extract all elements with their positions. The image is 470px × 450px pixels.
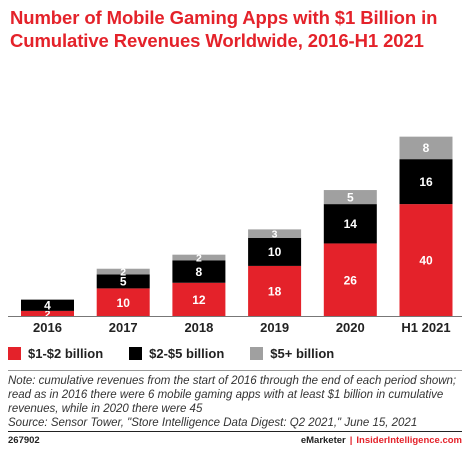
legend-label-2-5-billion: $2-$5 billion bbox=[149, 345, 225, 361]
bar-2017-1-2-billion bbox=[96, 288, 150, 317]
bar-h1-2021-2-5-billion bbox=[399, 159, 453, 205]
x-tick-2018: 2018 bbox=[184, 320, 213, 335]
note-divider bbox=[8, 370, 462, 371]
bar-2020-5-billion bbox=[323, 190, 377, 205]
bar-2018-1-2-billion bbox=[172, 282, 226, 317]
data-label-2020-1-2-billion: 26 bbox=[344, 273, 358, 287]
note-text: Note: cumulative revenues from the start… bbox=[8, 375, 457, 415]
data-label-2019-2-5-billion: 10 bbox=[268, 245, 282, 259]
legend-label-5-plus-billion: $5+ billion bbox=[270, 345, 335, 361]
legend-label-1-2-billion: $1-$2 billion bbox=[28, 345, 104, 361]
bar-2018-5-billion bbox=[172, 254, 226, 261]
stacked-bar-chart: 2420161052201712822018181032019261452020… bbox=[8, 136, 462, 335]
data-label-2016-1-2-billion: 2 bbox=[45, 308, 51, 320]
bar-2019-5-billion bbox=[248, 229, 302, 238]
x-tick-2019: 2019 bbox=[260, 320, 289, 335]
chart-legend: $1-$2 billion $2-$5 billion $5+ billion bbox=[8, 343, 360, 363]
bar-2016-1-2-billion bbox=[21, 310, 74, 317]
footer-brand: eMarketer | InsiderIntelligence.com bbox=[301, 435, 462, 446]
bar-2017-5-billion bbox=[96, 268, 150, 275]
data-label-h1-2021-5-billion: 8 bbox=[423, 141, 430, 155]
bar-h1-2021-1-2-billion bbox=[399, 204, 453, 317]
brand-name: eMarketer bbox=[300, 435, 346, 446]
bar-2016-2-5-billion bbox=[21, 299, 74, 311]
chart-id: 267902 bbox=[8, 435, 40, 446]
bar-2020-2-5-billion bbox=[323, 204, 377, 244]
footer-divider bbox=[8, 431, 462, 432]
bar-2018-2-5-billion bbox=[172, 260, 226, 283]
data-label-2019-1-2-billion: 18 bbox=[268, 285, 282, 299]
x-tick-2017: 2017 bbox=[109, 320, 138, 335]
source-text: Source: Sensor Tower, "Store Intelligenc… bbox=[8, 417, 418, 429]
bar-2020-1-2-billion bbox=[323, 243, 377, 317]
legend-item-5-plus-billion: $5+ billion bbox=[250, 346, 334, 361]
data-label-2018-1-2-billion: 12 bbox=[192, 293, 206, 307]
x-tick-2016: 2016 bbox=[33, 320, 62, 335]
bar-2017-2-5-billion bbox=[96, 274, 150, 289]
legend-swatch-5-plus-billion bbox=[250, 346, 264, 360]
bar-2019-2-5-billion bbox=[248, 237, 302, 266]
bar-h1-2021-5-billion bbox=[399, 136, 453, 160]
x-tick-h1-2021: H1 2021 bbox=[401, 320, 450, 335]
bar-2019-1-2-billion bbox=[248, 265, 302, 317]
data-label-2017-5-billion: 2 bbox=[120, 266, 126, 278]
data-label-2020-5-billion: 5 bbox=[347, 190, 354, 204]
brand-separator: | bbox=[349, 435, 353, 446]
legend-swatch-2-5-billion bbox=[129, 346, 143, 360]
legend-swatch-1-2-billion bbox=[8, 346, 21, 360]
data-label-2019-5-billion: 3 bbox=[272, 228, 278, 240]
brand-site: InsiderIntelligence.com bbox=[356, 435, 462, 446]
data-label-2016-2-5-billion: 4 bbox=[44, 299, 51, 313]
data-label-2018-5-billion: 2 bbox=[196, 252, 202, 264]
data-label-2018-2-5-billion: 8 bbox=[196, 265, 203, 279]
data-label-h1-2021-1-2-billion: 40 bbox=[419, 254, 433, 268]
legend-item-2-5-billion: $2-$5 billion bbox=[129, 346, 224, 361]
x-tick-2020: 2020 bbox=[336, 320, 365, 335]
legend-item-1-2-billion: $1-$2 billion bbox=[8, 346, 103, 361]
data-label-2017-1-2-billion: 10 bbox=[117, 296, 131, 310]
chart-title: Number of Mobile Gaming Apps with $1 Bil… bbox=[10, 7, 438, 51]
data-label-2020-2-5-billion: 14 bbox=[344, 217, 358, 231]
data-label-h1-2021-2-5-billion: 16 bbox=[419, 175, 433, 189]
chart-notes: Note: cumulative revenues from the start… bbox=[8, 374, 464, 430]
data-label-2017-2-5-billion: 5 bbox=[120, 275, 127, 289]
